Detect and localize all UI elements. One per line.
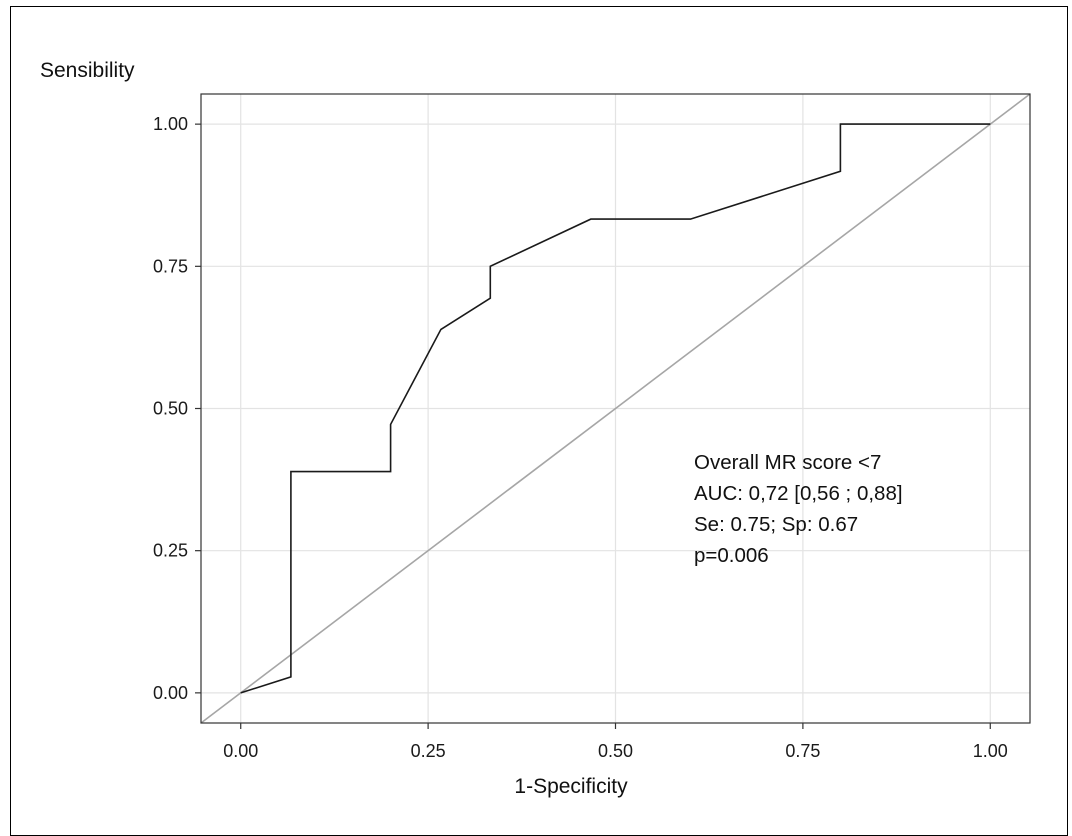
y-tick-label: 0.00 (153, 683, 188, 703)
y-tick-label: 0.25 (153, 541, 188, 561)
y-axis-ticks: 0.00 0.25 0.50 0.75 1.00 (153, 114, 201, 703)
x-tick-label: 0.75 (785, 741, 820, 761)
x-axis-title: 1-Specificity (514, 775, 628, 798)
grid-lines (201, 94, 1030, 723)
x-tick-label: 0.25 (411, 741, 446, 761)
annotation-se-sp: Se: 0.75; Sp: 0.67 (694, 513, 858, 536)
x-axis-ticks: 0.00 0.25 0.50 0.75 1.00 (223, 723, 1008, 761)
y-tick-label: 0.50 (153, 399, 188, 419)
y-tick-label: 1.00 (153, 114, 188, 134)
x-tick-label: 1.00 (973, 741, 1008, 761)
figure-frame (10, 6, 1068, 836)
x-tick-label: 0.00 (223, 741, 258, 761)
annotation-auc: AUC: 0,72 [0,56 ; 0,88] (694, 482, 903, 505)
annotation-box: Overall MR score <7 AUC: 0,72 [0,56 ; 0,… (694, 451, 903, 567)
reference-diagonal-line (200, 93, 1031, 724)
y-axis-title: Sensibility (40, 59, 135, 82)
annotation-p-value: p=0.006 (694, 544, 769, 567)
roc-curve-line (240, 123, 991, 694)
y-tick-label: 0.75 (153, 256, 188, 276)
annotation-score-label: Overall MR score <7 (694, 451, 881, 474)
x-tick-label: 0.50 (598, 741, 633, 761)
